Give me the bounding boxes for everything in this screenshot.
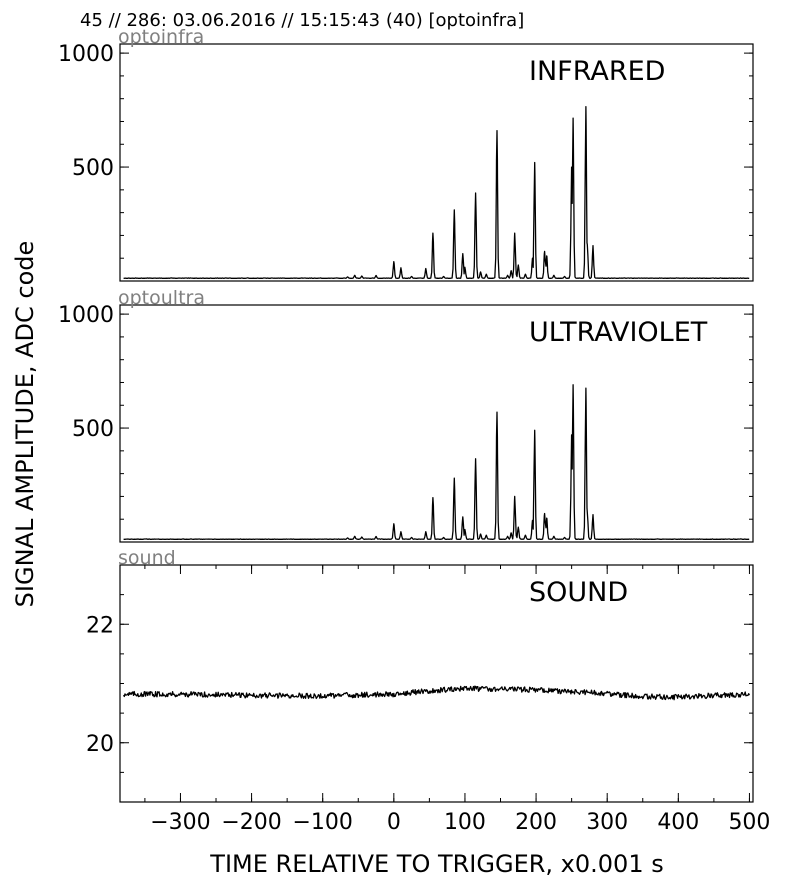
x-tick-label: 400 xyxy=(657,810,699,835)
signal-line-sound xyxy=(123,685,750,701)
panel-title: ULTRAVIOLET xyxy=(529,317,708,348)
x-tick-label: 100 xyxy=(444,810,486,835)
chart-header: 45 // 286: 03.06.2016 // 15:15:43 (40) [… xyxy=(80,10,524,31)
panel-optoinfra: optoinfra INFRARED 1000 500 xyxy=(58,26,754,282)
signal-line-optoinfra xyxy=(123,106,750,279)
signal-line-optoultra xyxy=(123,384,750,540)
x-tick-label: −200 xyxy=(221,810,281,835)
y-tick-label: 500 xyxy=(72,156,114,181)
sensor-label: optoultra xyxy=(118,287,205,309)
y-tick-label: 1000 xyxy=(58,42,114,67)
plot-frame xyxy=(119,304,754,543)
panel-sound: sound SOUND 22 20 −300 −200 −100 0 100 200 300 400 5… xyxy=(86,547,770,835)
plot-frame xyxy=(119,564,754,803)
panel-optoultra: optoultra ULTRAVIOLET 1000 500 xyxy=(58,287,754,543)
y-tick-label: 22 xyxy=(86,613,114,638)
y-tick-label: 500 xyxy=(72,417,114,442)
sensor-label: sound xyxy=(118,547,176,569)
x-tick-label: 300 xyxy=(586,810,628,835)
panel-title: SOUND xyxy=(529,577,628,608)
x-tick-label: 500 xyxy=(728,810,770,835)
x-tick-label: 0 xyxy=(387,810,401,835)
x-axis-label: TIME RELATIVE TO TRIGGER, x0.001 s xyxy=(209,850,663,878)
x-tick-label: −300 xyxy=(150,810,210,835)
plot-frame xyxy=(119,43,754,282)
sensor-label: optoinfra xyxy=(118,26,204,48)
x-tick-label: −100 xyxy=(292,810,352,835)
y-axis-label: SIGNAL AMPLITUDE, ADC code xyxy=(11,241,39,608)
y-tick-label: 1000 xyxy=(58,303,114,328)
y-tick-label: 20 xyxy=(86,732,114,757)
x-tick-label: 200 xyxy=(515,810,557,835)
panel-title: INFRARED xyxy=(529,56,665,87)
